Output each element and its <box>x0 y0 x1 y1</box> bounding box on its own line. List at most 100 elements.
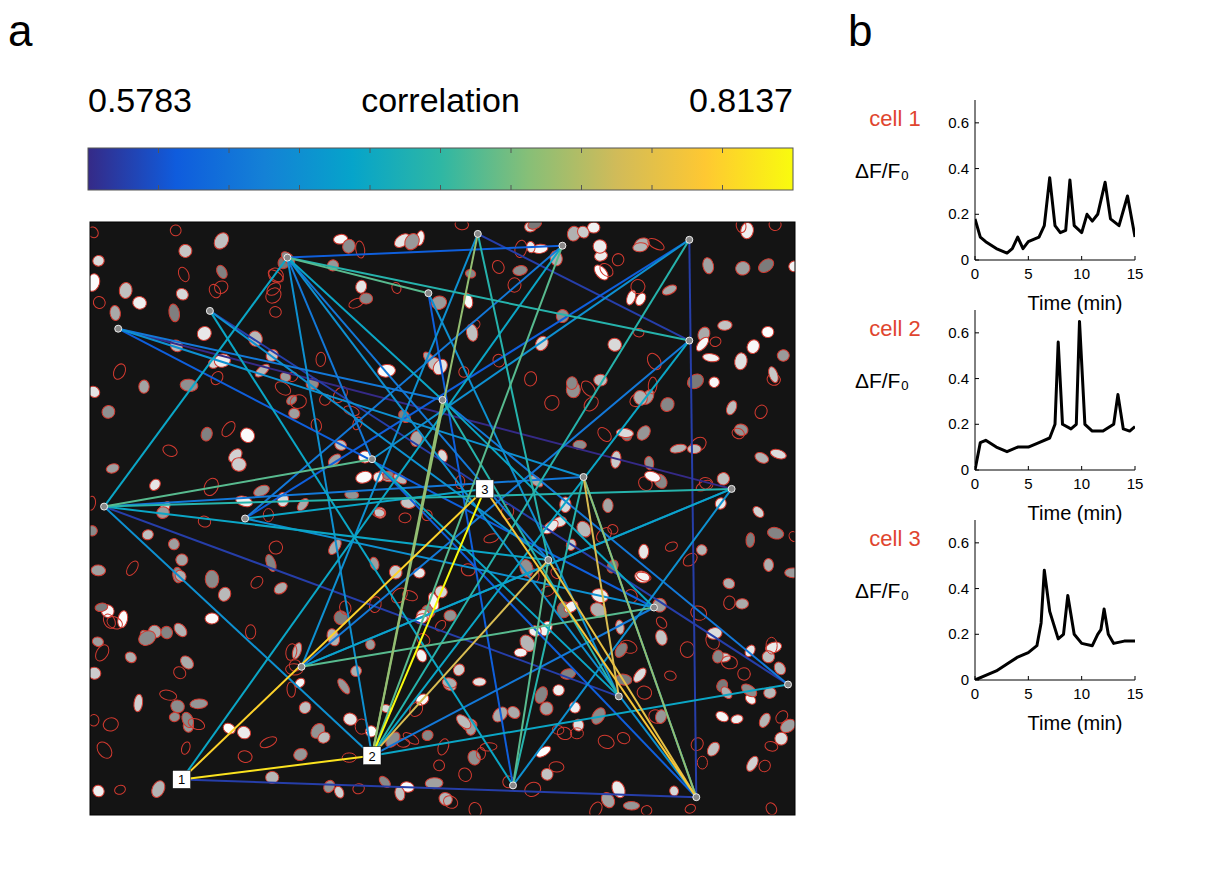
cell-outline <box>643 469 662 483</box>
x-tick-label: 0 <box>971 475 979 492</box>
cell-outline <box>708 376 721 389</box>
x-tick-label: 10 <box>1073 265 1090 282</box>
correlation-edge <box>443 400 619 697</box>
cell-outline <box>141 528 155 541</box>
micrograph <box>90 222 795 815</box>
node <box>206 307 213 314</box>
image-background <box>90 222 795 815</box>
cell-outline <box>575 224 591 240</box>
x-tick-label: 15 <box>1127 265 1144 282</box>
cell-outline <box>613 641 630 660</box>
colorbar-tick <box>229 185 230 190</box>
cell-outline <box>697 756 707 769</box>
node <box>686 236 693 243</box>
cell-outline <box>90 496 96 511</box>
cell-outline <box>402 231 422 253</box>
cell-outline <box>177 242 195 260</box>
cell-outline <box>169 698 186 715</box>
cell-outline <box>766 526 785 541</box>
node-label: 2 <box>368 749 375 764</box>
cell-outline <box>187 716 207 731</box>
edges <box>104 234 788 797</box>
correlation-edge <box>287 258 442 400</box>
cell-outline <box>788 260 795 272</box>
cell-outline <box>175 553 189 567</box>
cell-outline <box>734 352 749 371</box>
cell-outline <box>615 730 631 745</box>
cell-outline <box>635 570 652 582</box>
cell-outline <box>111 362 128 381</box>
cell-outline <box>360 293 373 304</box>
cell-outline <box>570 728 583 739</box>
cell-outline <box>769 447 787 460</box>
x-tick <box>1028 256 1029 260</box>
x-tick <box>1028 676 1029 680</box>
cell-outline <box>180 710 196 729</box>
cell-outline <box>214 263 229 280</box>
cell-outline <box>636 685 653 700</box>
cell-outline <box>716 472 730 486</box>
colorbar-max-label: 0.8137 <box>689 81 793 119</box>
cell-outline <box>603 499 613 513</box>
correlation-edge <box>104 507 548 560</box>
cell-outline <box>552 683 566 697</box>
cell-outline <box>505 704 522 721</box>
correlation-edge <box>287 258 689 341</box>
x-tick-label: 5 <box>1024 685 1032 702</box>
correlation-edge <box>548 560 696 797</box>
cell-outline <box>335 677 352 696</box>
correlation-edge <box>372 685 788 756</box>
cell-outline <box>753 403 769 420</box>
x-axis-title: Time (min) <box>1028 292 1123 314</box>
cell-outline <box>91 565 106 577</box>
cell-outline <box>664 670 678 682</box>
cell-outline <box>355 240 366 258</box>
y-axis <box>975 100 976 260</box>
cell-outline <box>176 266 191 284</box>
cell-outline <box>756 256 776 275</box>
node-label-box <box>363 747 381 765</box>
cell-outline <box>661 283 678 297</box>
cell-outline <box>623 801 639 810</box>
cell-outline <box>522 780 543 799</box>
cell-outline <box>680 642 695 658</box>
correlation-edge <box>104 258 287 507</box>
cell-outline <box>231 457 247 472</box>
trace-chart: cell 3ΔF/F₀Time (min)00.20.40.6051015 <box>855 520 1143 734</box>
cell-outline <box>172 621 190 639</box>
cell-outline <box>101 612 118 631</box>
cell-outline <box>762 326 775 338</box>
cell-outline <box>234 494 254 508</box>
correlation-edge <box>104 477 583 507</box>
cell-outline <box>342 712 358 727</box>
cell-outline <box>654 615 669 630</box>
colorbar-tick <box>722 148 723 153</box>
correlation-edge <box>287 258 428 294</box>
cell-outline <box>197 515 212 529</box>
cell-outline <box>90 666 102 681</box>
cell-outline <box>609 779 627 800</box>
cell-outline <box>736 666 752 682</box>
cell-outline <box>701 257 714 275</box>
cell-outline <box>785 568 795 578</box>
node-label-box <box>476 480 494 498</box>
x-tick <box>1028 466 1029 470</box>
image-frame <box>90 222 795 815</box>
node-label-box <box>173 770 191 788</box>
cell-outline <box>297 699 313 716</box>
x-tick-label: 10 <box>1073 685 1090 702</box>
node <box>298 663 305 670</box>
colorbar-tick <box>299 148 300 153</box>
node <box>284 254 291 261</box>
colorbar-tick <box>299 185 300 190</box>
correlation-edge <box>372 400 443 756</box>
colorbar-tick <box>370 148 371 153</box>
cell-outline <box>711 649 724 664</box>
cell-outline <box>136 628 158 648</box>
cell-outline <box>354 470 373 485</box>
correlation-edge <box>118 329 731 489</box>
cell-outline <box>730 714 744 725</box>
correlation-edge <box>478 234 549 560</box>
cell-outline <box>90 384 102 400</box>
cell-outline <box>205 570 220 588</box>
